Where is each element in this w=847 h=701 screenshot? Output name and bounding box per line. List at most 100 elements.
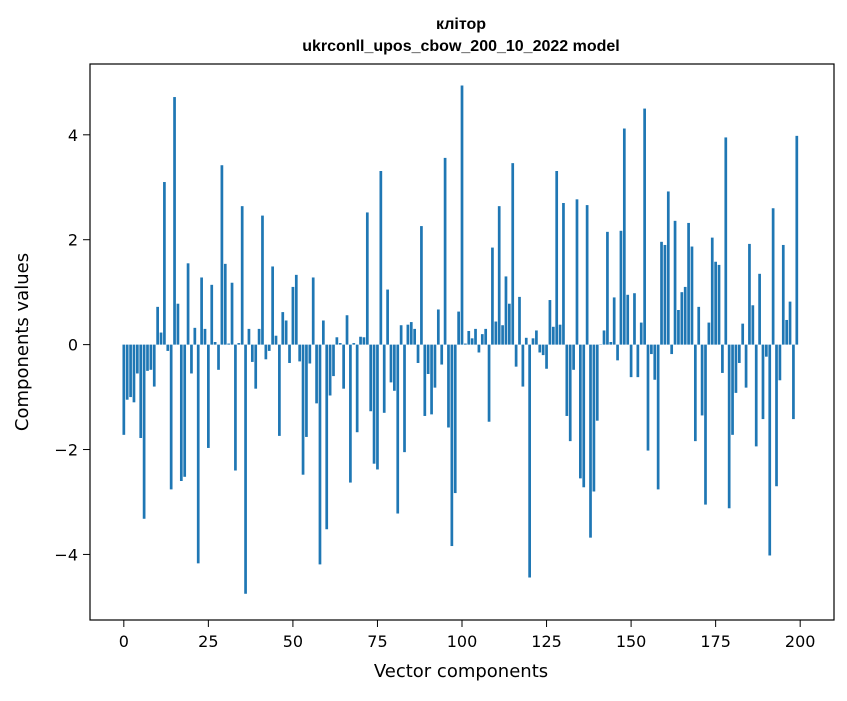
bar-154	[643, 109, 646, 345]
bar-160	[664, 245, 667, 345]
bar-66	[346, 315, 349, 344]
bar-21	[193, 328, 196, 345]
bar-190	[765, 345, 768, 357]
bar-187	[755, 345, 758, 447]
x-tick-label: 25	[198, 632, 218, 651]
bar-92	[434, 345, 437, 388]
bar-170	[697, 307, 700, 345]
bar-47	[281, 312, 284, 345]
bar-61	[329, 345, 332, 396]
bar-193	[775, 345, 778, 487]
bar-137	[586, 205, 589, 345]
bar-128	[555, 171, 558, 345]
bar-185	[748, 244, 751, 345]
bar-93	[437, 309, 440, 344]
bar-38	[251, 345, 254, 362]
bar-49	[288, 345, 291, 363]
bar-20	[190, 345, 193, 374]
x-axis-label: Vector components	[374, 661, 548, 682]
bar-109	[491, 248, 494, 345]
bar-181	[735, 345, 738, 393]
bar-147	[620, 231, 623, 345]
bar-122	[535, 330, 538, 344]
bar-29	[221, 165, 224, 344]
bar-163	[674, 221, 677, 345]
y-tick-label: 2	[68, 231, 78, 250]
bar-144	[609, 342, 612, 345]
bar-64	[339, 343, 342, 345]
bar-32	[231, 283, 234, 345]
x-tick-label: 175	[700, 632, 731, 651]
bar-68	[352, 343, 355, 345]
bar-46	[278, 345, 281, 436]
bar-85	[410, 322, 413, 345]
bar-86	[413, 329, 416, 345]
bar-16	[177, 304, 180, 345]
bar-180	[731, 345, 734, 435]
bar-192	[772, 208, 775, 344]
bar-197	[789, 302, 792, 345]
bar-10	[156, 307, 159, 345]
bar-195	[782, 245, 785, 345]
bar-87	[417, 345, 420, 363]
bar-14	[170, 345, 173, 490]
bar-53	[302, 345, 305, 475]
bar-33	[234, 345, 237, 471]
bar-138	[589, 345, 592, 538]
bar-173	[708, 323, 711, 345]
bar-127	[552, 327, 555, 345]
bar-125	[545, 345, 548, 369]
bar-117	[518, 297, 521, 345]
bar-2	[129, 345, 132, 397]
bar-111	[498, 206, 501, 344]
bar-188	[758, 274, 761, 345]
bar-73	[369, 345, 372, 412]
bar-90	[427, 345, 430, 374]
bar-131	[565, 345, 568, 416]
bar-129	[559, 325, 562, 345]
bar-115	[511, 163, 514, 344]
bar-80	[393, 345, 396, 391]
bar-28	[217, 345, 220, 370]
bar-82	[400, 325, 403, 344]
bar-7	[146, 345, 149, 371]
bar-120	[528, 345, 531, 578]
bar-22	[197, 345, 200, 564]
bar-199	[795, 136, 798, 345]
bar-162	[670, 345, 673, 354]
bar-106	[481, 334, 484, 344]
bar-146	[616, 345, 619, 361]
bar-189	[762, 345, 765, 419]
bar-167	[687, 223, 690, 345]
bar-179	[728, 345, 731, 509]
bar-145	[613, 297, 616, 344]
bar-9	[153, 345, 156, 387]
bar-105	[478, 345, 481, 353]
bar-148	[623, 129, 626, 345]
bar-62	[332, 345, 335, 376]
bar-52	[298, 345, 301, 362]
bar-157	[653, 345, 656, 380]
bar-15	[173, 97, 176, 345]
bar-39	[254, 345, 257, 389]
bar-0	[122, 345, 125, 435]
bar-65	[342, 345, 345, 389]
bar-156	[650, 345, 653, 354]
bar-23	[200, 277, 203, 344]
bar-126	[549, 300, 552, 345]
bar-104	[474, 329, 477, 345]
bar-133	[572, 345, 575, 370]
x-tick-label: 100	[447, 632, 478, 651]
bar-140	[596, 345, 599, 421]
x-tick-label: 125	[531, 632, 562, 651]
bar-12	[163, 182, 166, 345]
bar-174	[711, 238, 714, 345]
bar-27	[214, 342, 217, 345]
bar-31	[227, 344, 230, 345]
bar-42	[265, 345, 268, 360]
bar-184	[745, 345, 748, 388]
bar-135	[579, 345, 582, 479]
bar-43	[268, 345, 271, 351]
